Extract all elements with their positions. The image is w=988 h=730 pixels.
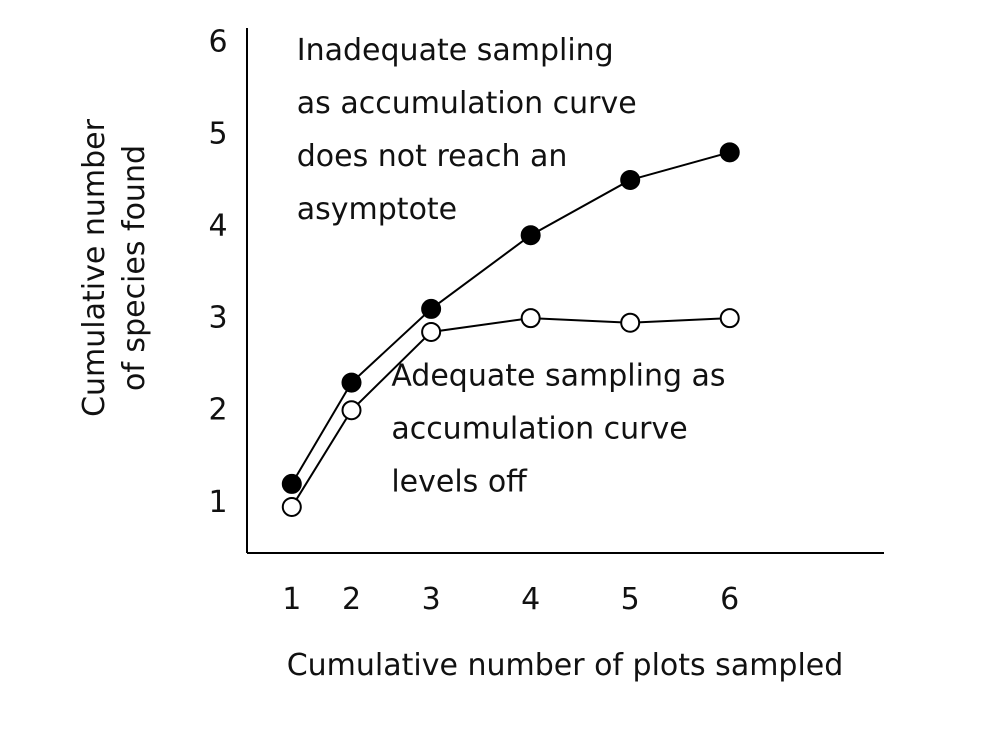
open-series <box>281 308 740 517</box>
annotation-line: does not reach an <box>297 139 568 174</box>
annotation-line: asymptote <box>297 192 457 227</box>
filled-data-point <box>421 298 442 319</box>
open-data-point <box>281 496 302 517</box>
annotation-line: Inadequate sampling <box>297 33 614 68</box>
y-tick-label: 1 <box>208 485 227 520</box>
x-tick-label: 4 <box>521 582 540 617</box>
open-data-point <box>620 312 641 333</box>
open-data-point <box>719 308 740 329</box>
data-series <box>281 142 740 517</box>
filled-data-point <box>520 225 541 246</box>
y-axis-title-line: of species found <box>117 145 152 391</box>
filled-data-point <box>620 169 641 190</box>
y-tick-label: 5 <box>208 116 227 151</box>
axes <box>246 28 884 554</box>
filled-data-point <box>281 473 302 494</box>
y-tick-label: 4 <box>208 209 227 244</box>
x-tick-label: 2 <box>342 582 361 617</box>
annotations: Inadequate sampling as accumulation curve… <box>297 33 726 499</box>
inadequate-sampling-annotation: Inadequate sampling as accumulation curve… <box>297 33 637 227</box>
y-tick-label: 6 <box>208 24 227 59</box>
y-axis-title-line: Cumulative number <box>77 118 112 417</box>
y-tick-labels: 1 2 3 4 5 6 <box>208 24 227 520</box>
x-tick-labels: 1 2 3 4 5 6 <box>282 582 739 617</box>
filled-data-point <box>719 142 740 163</box>
annotation-line: Adequate sampling as <box>391 358 725 393</box>
open-data-point <box>341 400 362 421</box>
x-tick-label: 3 <box>422 582 441 617</box>
y-tick-label: 3 <box>208 301 227 336</box>
x-tick-label: 6 <box>720 582 739 617</box>
series-line <box>290 317 730 508</box>
filled-data-point <box>341 372 362 393</box>
annotation-line: as accumulation curve <box>297 86 637 121</box>
open-data-point <box>421 321 442 342</box>
y-tick-label: 2 <box>208 393 227 428</box>
filled-series <box>281 142 740 494</box>
open-data-point <box>520 308 541 329</box>
adequate-sampling-annotation: Adequate sampling as accumulation curve le… <box>391 358 725 499</box>
annotation-line: levels off <box>391 464 528 499</box>
x-tick-label: 5 <box>621 582 640 617</box>
y-axis-title: Cumulative number of species found <box>77 118 152 417</box>
x-axis-title: Cumulative number of plots sampled <box>287 648 844 683</box>
x-tick-label: 1 <box>282 582 301 617</box>
series-line <box>290 151 730 485</box>
annotation-line: accumulation curve <box>391 411 687 446</box>
